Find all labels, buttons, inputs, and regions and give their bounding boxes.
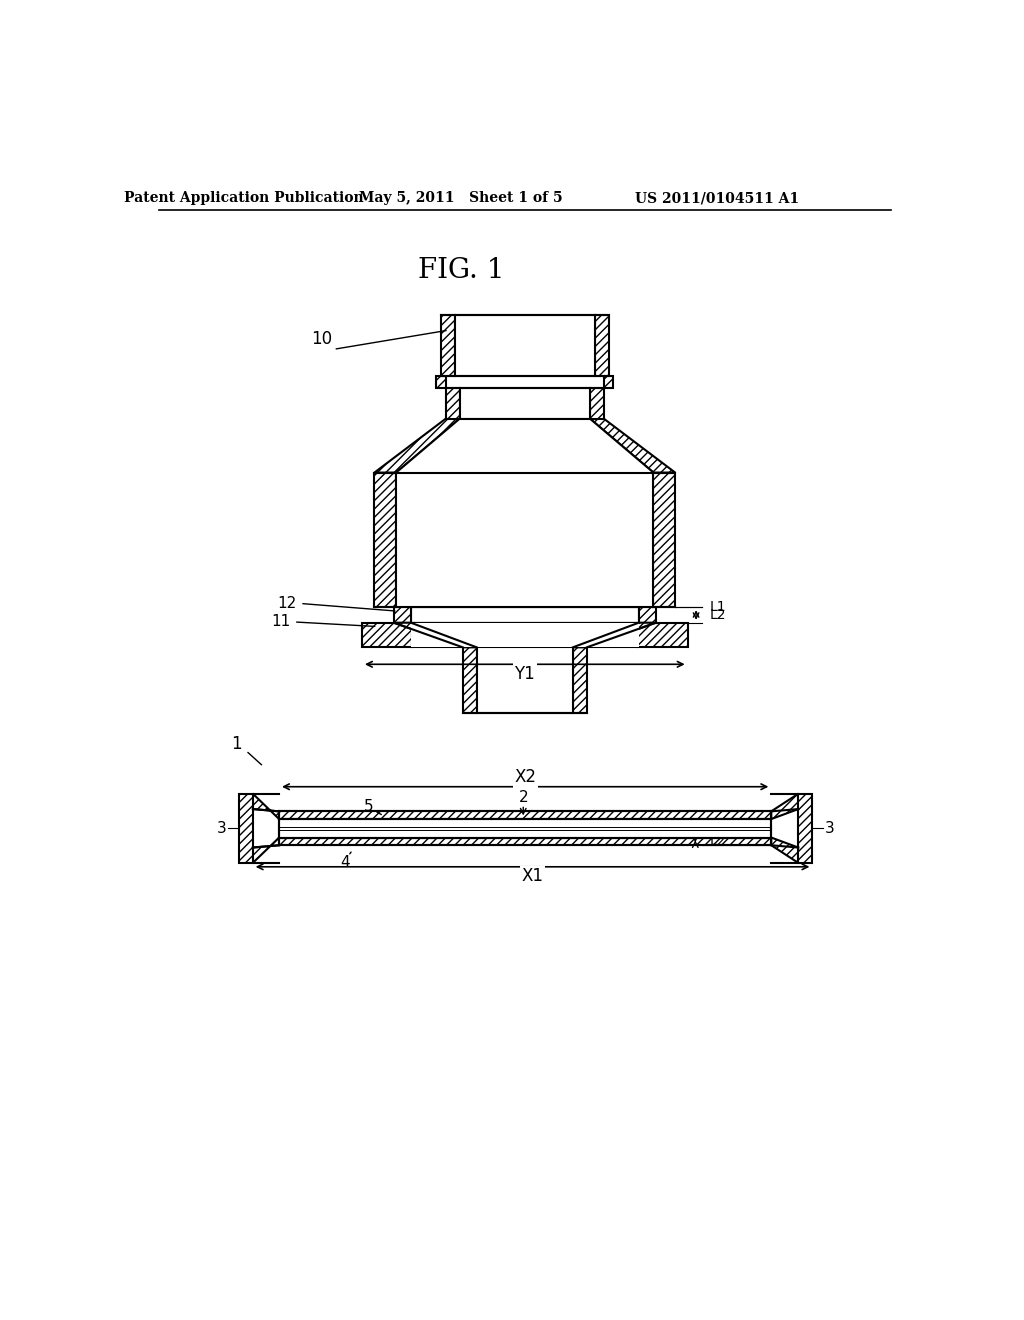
Bar <box>604 376 613 388</box>
Text: Patent Application Publication: Patent Application Publication <box>125 191 365 206</box>
Bar <box>572 647 587 713</box>
Text: 3: 3 <box>217 821 226 836</box>
Polygon shape <box>771 793 799 818</box>
Bar <box>595 314 608 376</box>
Polygon shape <box>396 418 653 473</box>
Text: L2: L2 <box>710 609 726 622</box>
Bar <box>477 647 572 713</box>
Polygon shape <box>375 418 460 473</box>
Text: 11: 11 <box>271 614 291 630</box>
Text: 12: 12 <box>278 595 297 611</box>
Polygon shape <box>394 623 477 647</box>
Text: L1: L1 <box>710 826 726 840</box>
Text: FIG. 1: FIG. 1 <box>418 256 505 284</box>
Bar <box>375 473 396 607</box>
Text: 2: 2 <box>518 789 528 805</box>
Text: 5: 5 <box>364 799 373 814</box>
Polygon shape <box>253 838 280 863</box>
Polygon shape <box>572 623 655 647</box>
Text: L1: L1 <box>710 601 727 614</box>
Bar <box>413 623 637 647</box>
Text: May 5, 2011   Sheet 1 of 5: May 5, 2011 Sheet 1 of 5 <box>359 191 563 206</box>
Bar <box>653 473 675 607</box>
Bar <box>799 793 812 863</box>
Text: US 2011/0104511 A1: US 2011/0104511 A1 <box>635 191 799 206</box>
Text: Y1: Y1 <box>514 664 536 682</box>
Bar <box>280 818 771 838</box>
Polygon shape <box>590 418 675 473</box>
Bar <box>411 623 639 647</box>
Bar <box>639 607 655 623</box>
Text: 1: 1 <box>231 735 242 752</box>
Text: Y2: Y2 <box>514 533 536 552</box>
Polygon shape <box>253 793 280 818</box>
Text: X2: X2 <box>514 768 537 787</box>
Bar <box>441 314 455 376</box>
Bar <box>590 388 604 418</box>
Bar <box>394 607 411 623</box>
Bar <box>436 376 445 388</box>
Bar <box>460 388 590 418</box>
Text: L2: L2 <box>710 834 726 849</box>
Text: 4: 4 <box>340 854 350 870</box>
Bar <box>445 388 460 418</box>
Polygon shape <box>771 838 799 863</box>
Text: 3: 3 <box>824 821 835 836</box>
Bar <box>411 607 639 623</box>
Bar <box>637 623 687 647</box>
Bar <box>280 812 771 818</box>
Bar <box>280 838 771 845</box>
Text: 10: 10 <box>311 330 333 348</box>
Bar <box>362 623 413 647</box>
Bar <box>455 314 595 376</box>
Bar <box>396 473 653 607</box>
Bar <box>463 647 477 713</box>
Text: X1: X1 <box>521 867 544 884</box>
Bar <box>239 793 253 863</box>
